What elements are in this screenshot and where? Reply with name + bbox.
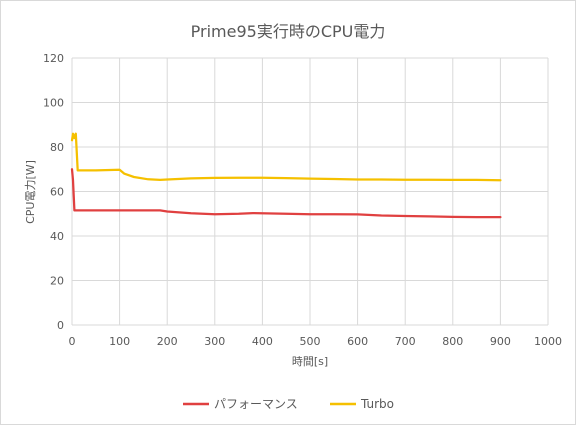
x-tick-label: 300 bbox=[204, 335, 225, 348]
legend-label-0: パフォーマンス bbox=[214, 397, 298, 411]
x-tick-label: 800 bbox=[442, 335, 463, 348]
x-axis-label: 時間[s] bbox=[292, 355, 328, 368]
y-tick-label: 60 bbox=[50, 186, 64, 199]
series-lines bbox=[70, 132, 502, 219]
x-tick-label: 600 bbox=[347, 335, 368, 348]
legend-label-1: Turbo bbox=[360, 397, 394, 411]
x-tick-label: 200 bbox=[157, 335, 178, 348]
y-tick-label: 80 bbox=[50, 141, 64, 154]
x-tick-label: 500 bbox=[300, 335, 321, 348]
x-tick-label: 700 bbox=[395, 335, 416, 348]
y-tick-label: 120 bbox=[43, 52, 64, 65]
x-tick-label: 900 bbox=[490, 335, 511, 348]
chart-title: Prime95実行時のCPU電力 bbox=[191, 22, 386, 41]
x-tick-label: 100 bbox=[109, 335, 130, 348]
series-line-0 bbox=[70, 168, 502, 219]
x-tick-label: 1000 bbox=[534, 335, 562, 348]
y-tick-label: 40 bbox=[50, 230, 64, 243]
series-line-1 bbox=[70, 132, 502, 182]
y-tick-labels: 0 20 40 60 80 100 120 bbox=[43, 52, 64, 332]
x-tick-label: 400 bbox=[252, 335, 273, 348]
x-tick-label: 0 bbox=[69, 335, 76, 348]
legend: パフォーマンス Turbo bbox=[183, 397, 394, 411]
gridlines bbox=[71, 57, 549, 326]
y-tick-label: 0 bbox=[57, 319, 64, 332]
y-tick-label: 100 bbox=[43, 97, 64, 110]
y-axis-label: CPU電力[W] bbox=[24, 160, 37, 224]
x-tick-labels: 0 100 200 300 400 500 600 700 800 900 1000 bbox=[69, 335, 563, 348]
y-tick-label: 20 bbox=[50, 275, 64, 288]
